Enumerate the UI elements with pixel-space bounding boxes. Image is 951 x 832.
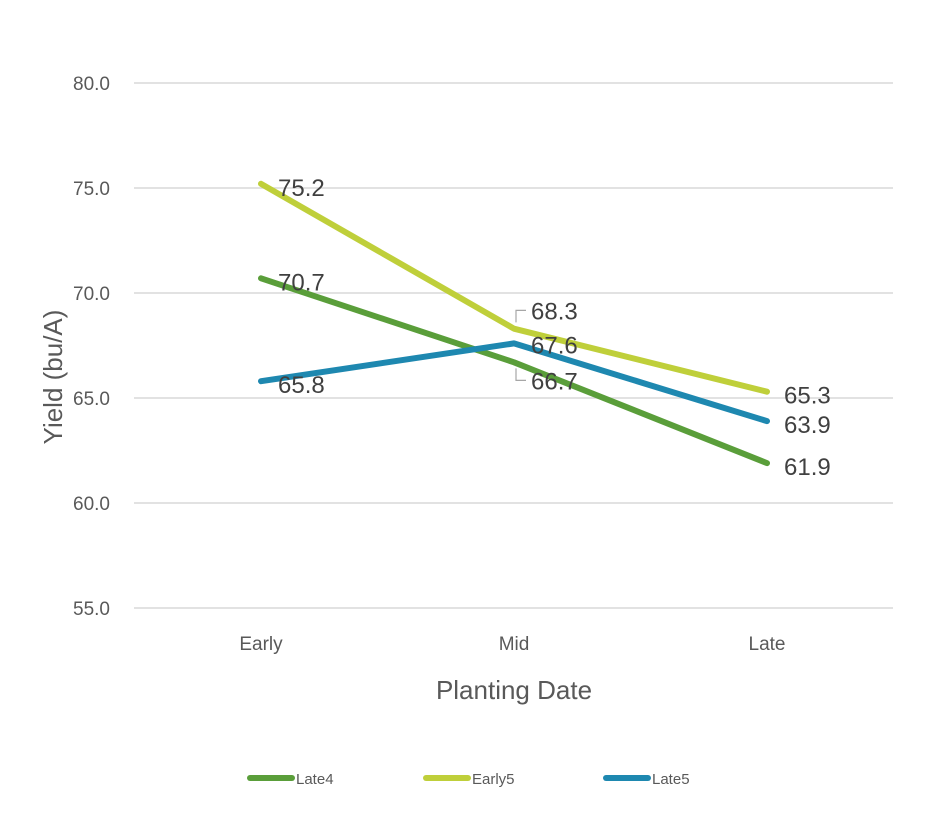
y-axis-ticks: 55.0 60.0 65.0 70.0 75.0 80.0 [73, 74, 110, 620]
data-label-late5: 67.6 [531, 332, 578, 359]
series-line-early5 [258, 180, 770, 395]
label-leaders [515, 309, 526, 381]
x-tick-label: Mid [499, 634, 530, 655]
legend-label-late5: Late5 [652, 771, 690, 788]
x-axis-title: Planting Date [436, 675, 592, 705]
data-label-late4: 61.9 [784, 454, 831, 481]
y-tick-label: 55.0 [73, 599, 110, 620]
y-tick-label: 80.0 [73, 74, 110, 95]
data-label-late4: 66.7 [531, 368, 578, 395]
legend: Late4 Early5 Late5 [247, 771, 690, 788]
data-labels: 70.7 66.7 61.9 75.2 68.3 65.3 65.8 67.6 63.9 [278, 175, 831, 481]
data-label-late4: 70.7 [278, 269, 325, 296]
legend-label-late4: Late4 [296, 771, 334, 788]
x-tick-label: Late [749, 634, 786, 655]
series-line-late4 [258, 275, 770, 467]
label-leader [515, 309, 526, 323]
data-label-late5: 65.8 [278, 372, 325, 399]
y-tick-label: 75.0 [73, 179, 110, 200]
y-tick-label: 60.0 [73, 494, 110, 515]
data-label-early5: 75.2 [278, 175, 325, 202]
data-label-early5: 65.3 [784, 383, 831, 410]
y-axis-title: Yield (bu/A) [38, 310, 68, 445]
data-label-late5: 63.9 [784, 412, 831, 439]
gridlines [134, 82, 893, 609]
data-label-early5: 68.3 [531, 298, 578, 325]
series-lines [258, 180, 770, 467]
x-axis-ticks: Early Mid Late [239, 634, 785, 655]
series-line-late5 [258, 340, 770, 425]
x-tick-label: Early [239, 634, 283, 655]
legend-label-early5: Early5 [472, 771, 515, 788]
y-tick-label: 65.0 [73, 389, 110, 410]
label-leader [515, 368, 526, 381]
y-tick-label: 70.0 [73, 284, 110, 305]
